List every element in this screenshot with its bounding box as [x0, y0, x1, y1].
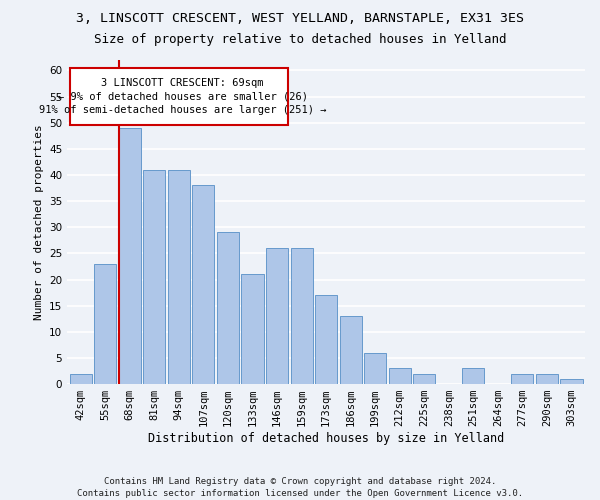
- Bar: [315, 295, 337, 384]
- Bar: [119, 128, 141, 384]
- Text: 3, LINSCOTT CRESCENT, WEST YELLAND, BARNSTAPLE, EX31 3ES: 3, LINSCOTT CRESCENT, WEST YELLAND, BARN…: [76, 12, 524, 26]
- Bar: [94, 264, 116, 384]
- Bar: [536, 374, 558, 384]
- Bar: [70, 68, 288, 126]
- Text: 3 LINSCOTT CRESCENT: 69sqm
← 9% of detached houses are smaller (26)
91% of semi-: 3 LINSCOTT CRESCENT: 69sqm ← 9% of detac…: [39, 78, 326, 115]
- Bar: [168, 170, 190, 384]
- Bar: [143, 170, 166, 384]
- Y-axis label: Number of detached properties: Number of detached properties: [34, 124, 44, 320]
- X-axis label: Distribution of detached houses by size in Yelland: Distribution of detached houses by size …: [148, 432, 504, 445]
- Bar: [70, 374, 92, 384]
- Bar: [389, 368, 411, 384]
- Bar: [560, 379, 583, 384]
- Text: Size of property relative to detached houses in Yelland: Size of property relative to detached ho…: [94, 32, 506, 46]
- Bar: [364, 352, 386, 384]
- Bar: [511, 374, 533, 384]
- Bar: [241, 274, 263, 384]
- Bar: [217, 232, 239, 384]
- Bar: [290, 248, 313, 384]
- Bar: [193, 186, 214, 384]
- Bar: [340, 316, 362, 384]
- Bar: [413, 374, 435, 384]
- Bar: [266, 248, 288, 384]
- Bar: [462, 368, 484, 384]
- Text: Contains HM Land Registry data © Crown copyright and database right 2024.
Contai: Contains HM Land Registry data © Crown c…: [77, 476, 523, 498]
